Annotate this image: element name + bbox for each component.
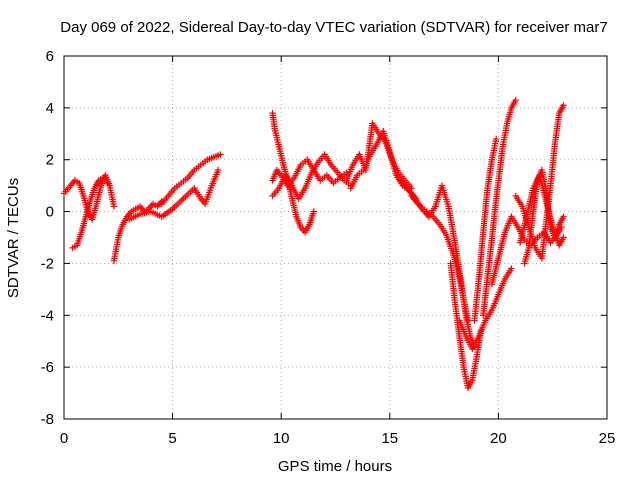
data-point xyxy=(560,234,567,241)
data-point xyxy=(215,166,222,174)
data-point xyxy=(110,203,118,210)
x-tick-label: 0 xyxy=(60,430,68,447)
series-trace-12 xyxy=(408,182,478,350)
x-tick-label: 5 xyxy=(168,430,176,447)
x-tick-label: 15 xyxy=(381,430,398,447)
data-point xyxy=(512,96,519,104)
x-axis-label: GPS time / hours xyxy=(278,458,392,475)
y-tick-label: -4 xyxy=(41,307,54,324)
series-trace-2 xyxy=(69,174,111,252)
series-trace-3 xyxy=(110,198,165,265)
y-tick-label: 0 xyxy=(46,204,54,221)
data-point xyxy=(310,208,317,215)
data-point xyxy=(560,102,567,109)
x-tick-label: 10 xyxy=(273,430,290,447)
series-trace-16 xyxy=(479,96,519,319)
data-point xyxy=(560,213,567,220)
chart-title: Day 069 of 2022, Sidereal Day-to-day VTE… xyxy=(60,19,607,36)
y-tick-label: 6 xyxy=(46,48,54,65)
grid-lines xyxy=(64,56,607,419)
data-point xyxy=(508,265,515,272)
plot-frame xyxy=(63,55,608,420)
series-trace-15 xyxy=(471,135,500,324)
series-trace-20 xyxy=(516,172,567,249)
x-tick-label: 20 xyxy=(490,430,507,447)
data-point xyxy=(493,135,500,143)
y-tick-label: -2 xyxy=(41,255,54,272)
data-point xyxy=(217,151,224,158)
data-point xyxy=(343,169,350,176)
y-axis-label: SDTVAR / TECUs xyxy=(5,178,22,298)
series-trace-6 xyxy=(269,109,317,236)
series-trace-5 xyxy=(125,166,222,223)
y-tick-label: -6 xyxy=(41,359,54,376)
data-point xyxy=(104,179,111,187)
x-tick-label: 25 xyxy=(599,430,616,447)
y-tick-label: -8 xyxy=(41,411,54,428)
series-trace-4 xyxy=(158,151,224,207)
y-tick-label: 4 xyxy=(46,100,54,117)
series-trace-11 xyxy=(397,177,472,324)
data-points xyxy=(60,96,567,392)
series-trace-14 xyxy=(456,265,515,353)
y-tick-label: 2 xyxy=(46,152,54,169)
